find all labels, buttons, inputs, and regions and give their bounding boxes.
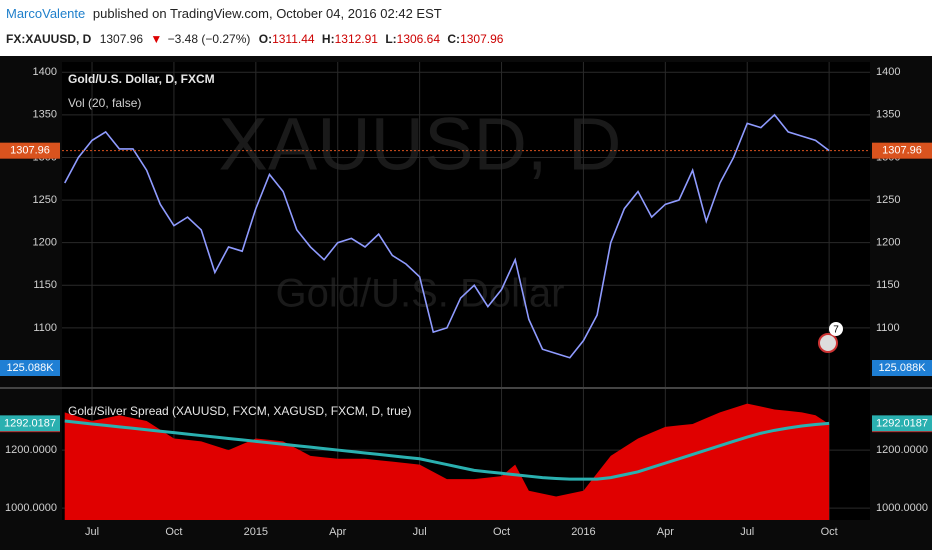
x-tick-label: Jul (413, 526, 427, 538)
last-price-label-box (872, 142, 932, 159)
high: 1312.91 (335, 32, 379, 46)
open-label: O: (259, 32, 272, 46)
x-tick-label: Oct (493, 526, 510, 538)
x-tick-label: Oct (821, 526, 838, 538)
main-title: Gold/U.S. Dollar, D, FXCM (68, 72, 215, 86)
y-tick-label: 1200 (33, 237, 57, 249)
event-flag[interactable] (818, 333, 838, 353)
change: −3.48 (−0.27%) (168, 32, 251, 46)
x-tick-label: Apr (329, 526, 346, 538)
y-tick-label: 1000.0000 (5, 502, 57, 514)
y-tick-label-right: 1200.0000 (876, 444, 928, 456)
plot: 1100110011501150120012001250125013001300… (0, 62, 932, 538)
spread-area (64, 403, 830, 520)
spread-ma (64, 419, 830, 481)
event-count: 7 (833, 325, 839, 336)
y-tick-label-right: 1400 (876, 66, 900, 78)
y-tick-label: 1400 (33, 66, 57, 78)
price-line (64, 113, 830, 359)
open: 1311.44 (272, 32, 315, 46)
y-tick-label: 1250 (33, 194, 57, 206)
quote-line: FX:XAUUSD, D 1307.96 ▼ −3.48 (−0.27%) O:… (6, 32, 504, 46)
symbol: FX:XAUUSD, D (6, 32, 92, 46)
volume-label: 125.088K (6, 362, 54, 374)
event-badge[interactable] (829, 322, 843, 336)
x-tick-label: Oct (165, 526, 182, 538)
x-tick-label: Apr (657, 526, 674, 538)
y-tick-label-right: 1000.0000 (876, 502, 928, 514)
y-tick-label-right: 1150 (876, 279, 900, 291)
x-tick-label: Jul (740, 526, 754, 538)
x-tick-label: 2015 (244, 526, 268, 538)
author[interactable]: MarcoValente (6, 6, 85, 21)
spread-title: Gold/Silver Spread (XAUUSD, FXCM, XAGUSD… (68, 404, 411, 418)
spread-last-label-box (0, 415, 60, 432)
indicator-title: Vol (20, false) (68, 96, 141, 110)
volume-label-box (0, 360, 60, 376)
y-tick-label-right: 1200 (876, 237, 900, 249)
spread-last-label-box (872, 415, 932, 432)
y-tick-label-right: 1250 (876, 194, 900, 206)
last-price-label: 1307.96 (882, 145, 922, 157)
close-label: C: (447, 32, 460, 46)
spread-last-label: 1292.0187 (4, 417, 56, 429)
published: published on TradingView.com, October 04… (93, 6, 442, 21)
y-tick-label-right: 1350 (876, 109, 900, 121)
last: 1307.96 (100, 32, 144, 46)
arrow: ▼ (150, 32, 162, 46)
y-tick-label: 1150 (33, 279, 57, 291)
x-tick-label: 2016 (571, 526, 595, 538)
publish-line: MarcoValente published on TradingView.co… (6, 6, 442, 21)
close: 1307.96 (460, 32, 504, 46)
volume-label-box (872, 360, 932, 376)
y-tick-label-right: 1100 (876, 322, 900, 334)
low-label: L: (385, 32, 396, 46)
y-tick-label: 1350 (33, 109, 57, 121)
last-price-label: 1307.96 (10, 145, 50, 157)
spread-last-label: 1292.0187 (876, 417, 928, 429)
y-tick-label: 1100 (33, 322, 57, 334)
x-tick-label: Jul (85, 526, 99, 538)
header-bg (0, 0, 932, 56)
last-price-label-box (0, 142, 60, 159)
volume-label: 125.088K (878, 362, 926, 374)
y-tick-label: 1200.0000 (5, 444, 57, 456)
high-label: H: (322, 32, 335, 46)
low: 1306.64 (397, 32, 441, 46)
